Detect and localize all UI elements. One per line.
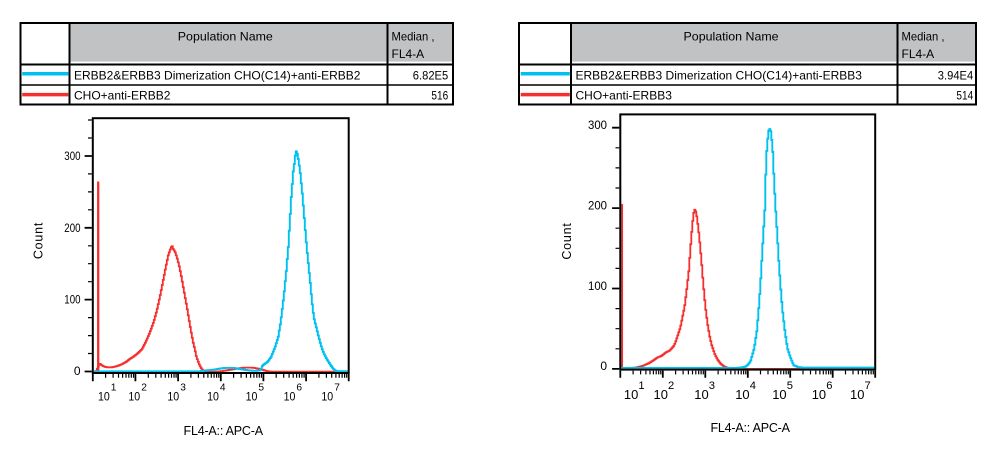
svg-text:ERBB2&ERBB3 Dimerization CHO(C: ERBB2&ERBB3 Dimerization CHO(C14)+anti-E… <box>74 69 361 83</box>
svg-text:10: 10 <box>654 387 668 402</box>
svg-text:CHO+anti-ERBB2: CHO+anti-ERBB2 <box>74 89 171 103</box>
svg-text:2: 2 <box>141 382 147 393</box>
svg-text:Median ,: Median , <box>902 30 945 44</box>
svg-text:3.94E4: 3.94E4 <box>938 69 974 83</box>
svg-text:1: 1 <box>638 380 644 392</box>
svg-text:300: 300 <box>588 118 607 132</box>
svg-text:10: 10 <box>167 390 179 404</box>
svg-text:7: 7 <box>334 382 340 393</box>
svg-text:CHO+anti-ERBB3: CHO+anti-ERBB3 <box>576 89 673 103</box>
svg-text:10: 10 <box>694 387 708 402</box>
svg-text:10: 10 <box>321 390 333 404</box>
svg-text:Count: Count <box>32 222 46 259</box>
svg-text:10: 10 <box>246 390 258 404</box>
svg-text:3: 3 <box>709 380 715 392</box>
svg-text:10: 10 <box>812 387 826 402</box>
svg-text:Median ,: Median , <box>392 30 435 44</box>
svg-text:Count: Count <box>560 222 574 259</box>
svg-text:10: 10 <box>772 387 786 402</box>
svg-text:3: 3 <box>180 382 186 393</box>
svg-text:6: 6 <box>296 382 302 393</box>
svg-text:5: 5 <box>787 380 793 392</box>
svg-text:6: 6 <box>826 380 832 392</box>
svg-text:10: 10 <box>735 387 749 402</box>
svg-text:6.82E5: 6.82E5 <box>413 69 449 83</box>
svg-text:FL4-A:: APC-A: FL4-A:: APC-A <box>710 421 790 435</box>
svg-text:FL4-A: FL4-A <box>392 47 425 61</box>
svg-text:10: 10 <box>624 387 638 402</box>
svg-text:4: 4 <box>750 380 756 392</box>
svg-text:514: 514 <box>956 89 973 103</box>
svg-text:10: 10 <box>850 387 864 402</box>
svg-text:0: 0 <box>74 364 81 378</box>
svg-text:10: 10 <box>128 390 140 404</box>
svg-text:ERBB2&ERBB3 Dimerization CHO(C: ERBB2&ERBB3 Dimerization CHO(C14)+anti-E… <box>576 69 863 83</box>
svg-text:5: 5 <box>258 382 264 393</box>
svg-text:100: 100 <box>588 279 607 293</box>
svg-text:10: 10 <box>284 390 296 404</box>
svg-text:300: 300 <box>64 149 80 163</box>
svg-text:FL4-A:: APC-A: FL4-A:: APC-A <box>184 424 264 438</box>
svg-text:7: 7 <box>865 380 871 392</box>
svg-text:4: 4 <box>220 382 226 393</box>
svg-text:FL4-A: FL4-A <box>902 47 935 61</box>
svg-text:2: 2 <box>668 380 674 392</box>
svg-text:Population Name: Population Name <box>178 30 273 44</box>
svg-text:0: 0 <box>600 359 607 373</box>
svg-text:10: 10 <box>98 390 110 404</box>
svg-text:200: 200 <box>64 221 80 235</box>
svg-text:1: 1 <box>111 382 117 393</box>
svg-text:516: 516 <box>431 89 448 103</box>
svg-text:10: 10 <box>207 390 219 404</box>
svg-text:Population Name: Population Name <box>684 30 779 44</box>
svg-text:100: 100 <box>64 293 80 307</box>
svg-text:200: 200 <box>588 198 607 212</box>
